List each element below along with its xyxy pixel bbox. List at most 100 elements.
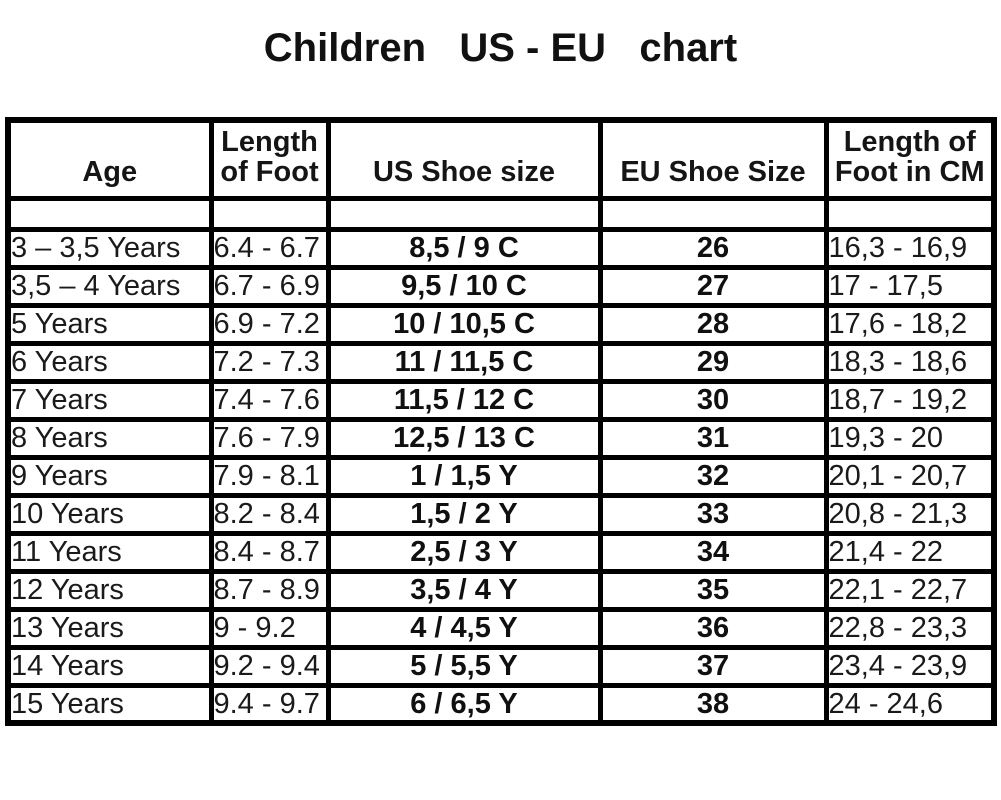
us-shoe-size-cell: 1 / 1,5 Y <box>325 454 603 498</box>
foot-length-cm-cell: 18,3 - 18,6 <box>823 340 997 384</box>
foot-length-cm-cell: 24 - 24,6 <box>823 682 997 726</box>
table-row: 3,5 – 4 Years 6.7 - 6.9 9,5 / 10 C 27 17 - 1… <box>5 264 997 308</box>
eu-shoe-size-cell: 38 <box>597 682 829 726</box>
foot-length-cm-cell: 18,7 - 19,2 <box>823 378 997 422</box>
foot-length-cm-cell: 19,3 - 20 <box>823 416 997 460</box>
table-row: 11 Years 8.4 - 8.7 2,5 / 3 Y 34 21,4 - 22 <box>5 530 997 574</box>
us-shoe-size-cell: 5 / 5,5 Y <box>325 644 603 688</box>
header-age-label: Age <box>82 156 138 189</box>
foot-length-in-cell: 9.4 - 9.7 <box>208 682 331 726</box>
us-shoe-size-cell: 12,5 / 13 C <box>325 416 603 460</box>
size-conversion-table: Age Length of Foot US Shoe size EU Shoe … <box>5 117 997 726</box>
header-age: Age <box>5 117 214 201</box>
header-row: Age Length of Foot US Shoe size EU Shoe … <box>5 117 997 201</box>
age-cell: 12 Years <box>5 568 214 612</box>
us-shoe-size-cell: 2,5 / 3 Y <box>325 530 603 574</box>
age-cell: 15 Years <box>5 682 214 726</box>
spacer-cell <box>208 195 331 232</box>
foot-length-cm-cell: 17 - 17,5 <box>823 264 997 308</box>
header-foot-length-cm: Length of Foot in CM <box>823 117 997 201</box>
foot-length-in-cell: 9 - 9.2 <box>208 606 331 650</box>
us-shoe-size-cell: 4 / 4,5 Y <box>325 606 603 650</box>
header-foot-length-cm-line1: Length of <box>843 125 976 158</box>
age-cell: 8 Years <box>5 416 214 460</box>
foot-length-cm-cell: 22,1 - 22,7 <box>823 568 997 612</box>
table-body: 3 – 3,5 Years 6.4 - 6.7 8,5 / 9 C 26 16,3 - … <box>5 226 997 726</box>
foot-length-in-cell: 8.7 - 8.9 <box>208 568 331 612</box>
age-cell: 11 Years <box>5 530 214 574</box>
header-eu-shoe-size: EU Shoe Size <box>597 117 829 201</box>
foot-length-cm-cell: 20,1 - 20,7 <box>823 454 997 498</box>
age-cell: 3,5 – 4 Years <box>5 264 214 308</box>
table-row: 8 Years 7.6 - 7.9 12,5 / 13 C 31 19,3 - 20 <box>5 416 997 460</box>
eu-shoe-size-cell: 37 <box>597 644 829 688</box>
us-shoe-size-cell: 8,5 / 9 C <box>325 226 603 270</box>
foot-length-cm-cell: 21,4 - 22 <box>823 530 997 574</box>
eu-shoe-size-cell: 31 <box>597 416 829 460</box>
table-row: 7 Years 7.4 - 7.6 11,5 / 12 C 30 18,7 - 19,2 <box>5 378 997 422</box>
header-us-shoe-size: US Shoe size <box>325 117 603 201</box>
age-cell: 13 Years <box>5 606 214 650</box>
foot-length-cm-cell: 20,8 - 21,3 <box>823 492 997 536</box>
header-foot-length-cm-line2: Foot in CM <box>834 156 985 189</box>
age-cell: 5 Years <box>5 302 214 346</box>
us-shoe-size-cell: 11,5 / 12 C <box>325 378 603 422</box>
eu-shoe-size-cell: 26 <box>597 226 829 270</box>
foot-length-in-cell: 7.9 - 8.1 <box>208 454 331 498</box>
eu-shoe-size-cell: 34 <box>597 530 829 574</box>
us-shoe-size-cell: 9,5 / 10 C <box>325 264 603 308</box>
eu-shoe-size-cell: 36 <box>597 606 829 650</box>
header-us-shoe-size-label: US Shoe size <box>372 156 556 189</box>
age-cell: 7 Years <box>5 378 214 422</box>
foot-length-in-cell: 7.4 - 7.6 <box>208 378 331 422</box>
foot-length-in-cell: 6.9 - 7.2 <box>208 302 331 346</box>
table-header: Age Length of Foot US Shoe size EU Shoe … <box>5 117 997 232</box>
age-cell: 14 Years <box>5 644 214 688</box>
age-cell: 10 Years <box>5 492 214 536</box>
eu-shoe-size-cell: 33 <box>597 492 829 536</box>
spacer-cell <box>597 195 829 232</box>
header-foot-length-in-line2: of Foot <box>220 156 319 189</box>
table-row: 5 Years 6.9 - 7.2 10 / 10,5 C 28 17,6 - 18,2 <box>5 302 997 346</box>
table-row: 14 Years 9.2 - 9.4 5 / 5,5 Y 37 23,4 - 23,9 <box>5 644 997 688</box>
us-shoe-size-cell: 10 / 10,5 C <box>325 302 603 346</box>
foot-length-in-cell: 7.6 - 7.9 <box>208 416 331 460</box>
spacer-cell <box>5 195 214 232</box>
age-cell: 6 Years <box>5 340 214 384</box>
table-row: 3 – 3,5 Years 6.4 - 6.7 8,5 / 9 C 26 16,3 - … <box>5 226 997 270</box>
foot-length-in-cell: 7.2 - 7.3 <box>208 340 331 384</box>
page-title: Children US - EU chart <box>263 26 738 70</box>
us-shoe-size-cell: 6 / 6,5 Y <box>325 682 603 726</box>
eu-shoe-size-cell: 27 <box>597 264 829 308</box>
header-foot-length-in-line1: Length <box>221 125 318 158</box>
table-row: 15 Years 9.4 - 9.7 6 / 6,5 Y 38 24 - 24,6 <box>5 682 997 726</box>
foot-length-cm-cell: 16,3 - 16,9 <box>823 226 997 270</box>
spacer-cell <box>325 195 603 232</box>
foot-length-in-cell: 9.2 - 9.4 <box>208 644 331 688</box>
us-shoe-size-cell: 1,5 / 2 Y <box>325 492 603 536</box>
table-row: 6 Years 7.2 - 7.3 11 / 11,5 C 29 18,3 - 18,6 <box>5 340 997 384</box>
foot-length-cm-cell: 22,8 - 23,3 <box>823 606 997 650</box>
eu-shoe-size-cell: 35 <box>597 568 829 612</box>
spacer-row <box>5 195 997 232</box>
foot-length-in-cell: 6.4 - 6.7 <box>208 226 331 270</box>
header-foot-length-in: Length of Foot <box>208 117 331 201</box>
foot-length-cm-cell: 23,4 - 23,9 <box>823 644 997 688</box>
foot-length-in-cell: 8.4 - 8.7 <box>208 530 331 574</box>
table-row: 13 Years 9 - 9.2 4 / 4,5 Y 36 22,8 - 23,3 <box>5 606 997 650</box>
foot-length-in-cell: 6.7 - 6.9 <box>208 264 331 308</box>
age-cell: 9 Years <box>5 454 214 498</box>
table-row: 10 Years 8.2 - 8.4 1,5 / 2 Y 33 20,8 - 21,3 <box>5 492 997 536</box>
header-eu-shoe-size-label: EU Shoe Size <box>620 156 806 189</box>
eu-shoe-size-cell: 32 <box>597 454 829 498</box>
eu-shoe-size-cell: 29 <box>597 340 829 384</box>
us-shoe-size-cell: 11 / 11,5 C <box>325 340 603 384</box>
spacer-cell <box>823 195 997 232</box>
table-row: 12 Years 8.7 - 8.9 3,5 / 4 Y 35 22,1 - 22,7 <box>5 568 997 612</box>
table-row: 9 Years 7.9 - 8.1 1 / 1,5 Y 32 20,1 - 20,7 <box>5 454 997 498</box>
foot-length-cm-cell: 17,6 - 18,2 <box>823 302 997 346</box>
eu-shoe-size-cell: 28 <box>597 302 829 346</box>
foot-length-in-cell: 8.2 - 8.4 <box>208 492 331 536</box>
eu-shoe-size-cell: 30 <box>597 378 829 422</box>
age-cell: 3 – 3,5 Years <box>5 226 214 270</box>
